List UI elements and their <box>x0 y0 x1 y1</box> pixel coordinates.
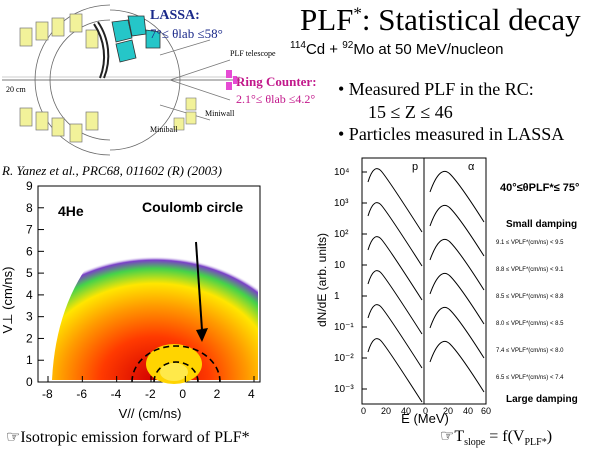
miniball-module <box>51 117 65 137</box>
slide-title: PLF*: Statistical decay <box>300 2 581 37</box>
alpha-spectrum-curve <box>429 238 485 291</box>
vplot-xtick: 4 <box>248 387 255 401</box>
ring-counter-label: Ring Counter: <box>236 74 317 89</box>
proton-spectrum-curve <box>367 270 423 335</box>
vplot-xtick: -2 <box>145 387 156 401</box>
bullet-z-range: 15 ≤ Z ≤ 46 <box>368 102 453 122</box>
vplot-xtick: -8 <box>42 387 53 401</box>
velocity-bin-label: 9.1 ≤ VPLF*(cm/ns) < 9.5 <box>496 240 564 246</box>
bullet-lassa-particles: • Particles measured in LASSA <box>338 124 565 144</box>
alpha-spectrum-curve <box>429 272 485 325</box>
miniball-module <box>85 111 99 131</box>
vplot-xtick: 0 <box>179 387 186 401</box>
spectra-ytick: 10⁻¹ <box>334 322 354 333</box>
vplot-ytick: 0 <box>26 375 33 389</box>
proton-spectrum-curve <box>367 168 423 233</box>
velocity-bin-label: 7.4 ≤ VPLF*(cm/ns) < 8.0 <box>496 348 564 354</box>
reaction-subtitle: 114Cd + 92Mo at 50 MeV/nucleon <box>290 40 504 58</box>
miniball-module <box>19 107 33 127</box>
spectra-ytick: 10 <box>334 260 346 271</box>
scale-label: 20 cm <box>6 85 27 94</box>
spectra-ytick: 10³ <box>334 198 349 209</box>
velocity-bin-label: 6.5 ≤ VPLF*(cm/ns) < 7.4 <box>496 375 564 381</box>
large-damping-label: Large damping <box>506 394 578 405</box>
pointing-hand-icon: ☞ <box>440 428 455 445</box>
proton-spectrum-curve <box>367 202 423 267</box>
proton-spectrum-curve <box>367 236 423 301</box>
footer-isotropic: ☞Isotropic emission forward of PLF* <box>6 429 250 446</box>
vplot-ytick: 7 <box>26 223 33 237</box>
proton-spectrum-curve <box>367 304 423 369</box>
spectra-ytick: 10⁴ <box>334 167 349 178</box>
bullet-measured-plf: • Measured PLF in the RC: <box>338 79 534 99</box>
spectra-xlabel: E (MeV) <box>401 411 449 426</box>
proton-spectrum-curve <box>367 338 423 403</box>
panel-alpha-label: α <box>468 161 475 173</box>
miniball-module <box>35 21 49 41</box>
he4-label: 4He <box>58 203 84 219</box>
pointing-hand-icon: ☞ <box>6 429 21 446</box>
vplot-xtick: -4 <box>111 387 122 401</box>
vplot-ytick: 1 <box>26 353 33 367</box>
miniball-module <box>69 13 83 33</box>
lassa-label: LASSA: <box>150 8 200 23</box>
ring-counter-range: 2.1°≤ θlab ≤4.2° <box>236 92 316 106</box>
miniwall-label: Miniwall <box>205 109 235 118</box>
miniball-module <box>35 111 49 131</box>
vplot-xtick: -6 <box>76 387 87 401</box>
miniball-module <box>69 123 83 143</box>
velocity-bin-label: 8.0 ≤ VPLF*(cm/ns) < 8.5 <box>496 321 564 327</box>
spectra-ytick: 10² <box>334 229 349 240</box>
miniball-module <box>85 29 99 49</box>
spectra-xtick: 20 <box>443 406 453 416</box>
detector-schematic: Miniwall Miniball PLF telescope 20 cm <box>2 4 276 156</box>
plf-telescope-label: PLF telescope <box>230 49 276 58</box>
velocity-bin-label: 8.5 ≤ VPLF*(cm/ns) < 8.8 <box>496 294 564 300</box>
lassa-range: 7°≤ θlab ≤58° <box>150 26 223 41</box>
spectra-xtick: 0 <box>361 406 366 416</box>
spectra-xtick: 40 <box>401 406 411 416</box>
spectra-xtick: 60 <box>481 406 491 416</box>
theta-range-label: 40°≤θPLF*≤ 75° <box>500 182 579 194</box>
miniball-module <box>51 17 65 37</box>
spectra-ytick: 10⁻³ <box>334 384 354 395</box>
velocity-bin-label: 8.8 ≤ VPLF*(cm/ns) < 9.1 <box>496 267 564 273</box>
spectra-ytick: 1 <box>334 291 340 302</box>
alpha-spectrum-curve <box>429 306 485 359</box>
miniball-module <box>19 27 33 47</box>
small-damping-label: Small damping <box>506 219 577 230</box>
velocity-plot: 4He Coulomb circle 0 1 2 3 4 5 6 7 8 9 -8 -6 -4 -2 0 2… <box>0 180 261 421</box>
vplot-ytick: 5 <box>26 266 33 280</box>
alpha-spectrum-curve <box>429 340 485 393</box>
footer-tslope: ☞Tslope = f(VPLF*) <box>440 428 553 449</box>
spectra-xtick: 20 <box>381 406 391 416</box>
vplot-xtick: 2 <box>214 387 221 401</box>
alpha-spectrum-curve <box>429 204 485 257</box>
alpha-spectrum-curve <box>429 170 485 223</box>
vplot-ytick: 3 <box>26 310 33 324</box>
spectra-xtick: 0 <box>423 406 428 416</box>
spectra-xtick: 40 <box>463 406 473 416</box>
miniball-label: Miniball <box>150 125 178 134</box>
vplot-ytick: 6 <box>26 244 33 258</box>
coulomb-circle-label: Coulomb circle <box>142 199 243 215</box>
vplot-ytick: 8 <box>26 201 33 215</box>
vplot-xlabel: V// (cm/ns) <box>119 406 182 421</box>
vplot-ytick: 9 <box>26 180 33 193</box>
vplot-ylabel: V⊥ (cm/ns) <box>0 267 15 334</box>
vplot-ytick: 2 <box>26 331 33 345</box>
panel-p-label: p <box>412 161 418 173</box>
reference-citation: R. Yanez et al., PRC68, 011602 (R) (2003… <box>2 163 222 178</box>
spectra-ylabel: dN/dE (arb. units) <box>315 233 329 327</box>
spectra-ytick: 10⁻² <box>334 353 354 364</box>
vplot-ytick: 4 <box>26 288 33 302</box>
